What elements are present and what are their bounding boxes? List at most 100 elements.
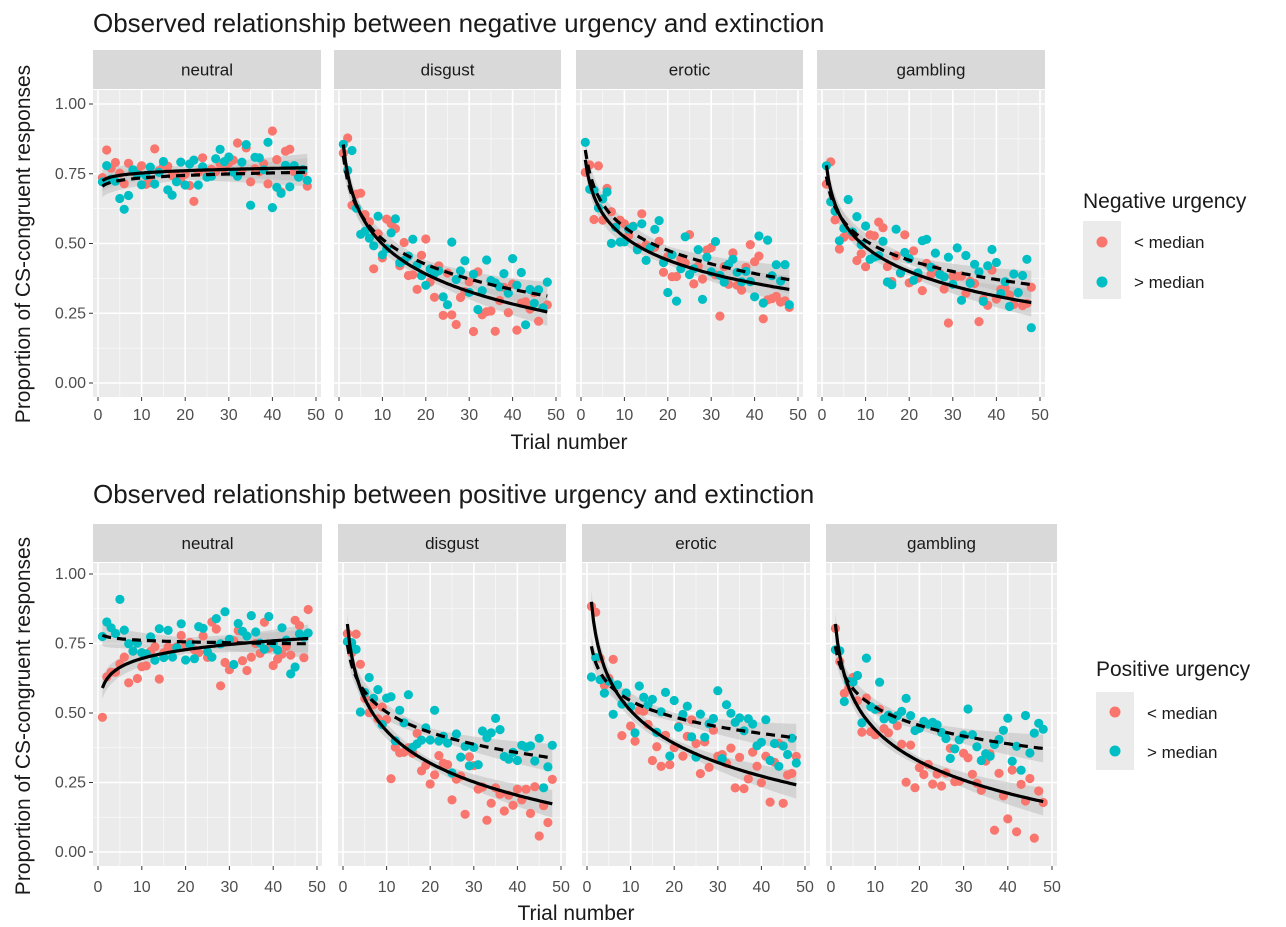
- point-below-median: [639, 706, 649, 716]
- point-below-median: [1007, 765, 1017, 775]
- y-tick-label: 0.75: [55, 636, 86, 653]
- point-above-median: [499, 269, 509, 279]
- point-above-median: [791, 758, 801, 768]
- point-above-median: [710, 237, 721, 247]
- point-above-median: [608, 709, 618, 719]
- point-below-median: [137, 161, 147, 171]
- legend-label-below-median: < median: [1134, 233, 1204, 252]
- point-below-median: [728, 248, 738, 258]
- x-tick-label: 0: [94, 407, 103, 424]
- point-below-median: [132, 673, 142, 684]
- point-above-median: [1020, 710, 1031, 721]
- point-above-median: [930, 248, 941, 258]
- x-tick-label: 0: [827, 879, 836, 896]
- x-tick-label: 40: [988, 407, 1006, 424]
- y-tick-label: 1.00: [55, 566, 86, 583]
- point-below-median: [355, 659, 365, 669]
- point-below-median: [589, 214, 599, 225]
- point-above-median: [525, 741, 536, 751]
- facet-strip-label: disgust: [421, 61, 475, 80]
- y-tick-label: 0.50: [55, 236, 86, 253]
- point-below-median: [124, 678, 134, 688]
- point-above-median: [852, 670, 863, 681]
- point-below-median: [637, 209, 647, 219]
- fit-line-below-median: [589, 601, 797, 787]
- point-below-median: [267, 126, 277, 136]
- point-below-median: [246, 177, 256, 187]
- point-above-median: [680, 232, 690, 242]
- point-below-median: [943, 318, 954, 328]
- point-below-median: [464, 752, 474, 762]
- x-tick-label: 50: [307, 407, 325, 424]
- point-above-median: [386, 692, 396, 702]
- point-above-median: [477, 726, 488, 736]
- point-below-median: [739, 784, 749, 794]
- y-tick-label: 0.75: [55, 166, 86, 183]
- facet-strip: [582, 524, 810, 562]
- point-above-median: [273, 645, 283, 655]
- point-below-median: [285, 144, 295, 154]
- x-tick-label: 40: [264, 407, 282, 424]
- point-below-median: [967, 769, 978, 779]
- point-below-median: [503, 308, 513, 318]
- point-below-median: [914, 763, 925, 773]
- point-above-median: [763, 235, 773, 245]
- legend-label-above-median: > median: [1134, 273, 1204, 292]
- point-above-median: [373, 211, 383, 221]
- facet-strip-label: erotic: [669, 61, 711, 80]
- point-above-median: [848, 677, 858, 687]
- facet-erotic: erotic 0 10 20 30 40 50: [576, 50, 807, 424]
- point-above-median: [507, 254, 518, 264]
- x-tick-label: 30: [702, 407, 720, 424]
- point-above-median: [390, 214, 400, 224]
- point-below-median: [695, 769, 706, 779]
- point-above-median: [708, 713, 719, 724]
- point-above-median: [512, 755, 523, 766]
- point-above-median: [529, 298, 539, 308]
- point-above-median: [456, 752, 466, 762]
- point-above-median: [861, 653, 872, 663]
- x-tick-label: 0: [583, 879, 592, 896]
- point-above-median: [198, 623, 208, 633]
- facet-disgust: disgust 0 10 20 30 40 50: [334, 50, 565, 424]
- point-below-median: [1003, 814, 1013, 824]
- point-above-median: [167, 652, 178, 662]
- point-above-median: [901, 693, 911, 704]
- facet-gambling: gambling 0 10 20 30 40 50: [817, 50, 1049, 424]
- point-above-median: [750, 292, 760, 302]
- point-above-median: [516, 267, 526, 278]
- point-above-median: [974, 267, 984, 277]
- point-above-median: [660, 687, 671, 698]
- y-tick-label: 0.50: [55, 705, 86, 722]
- point-above-median: [857, 718, 867, 728]
- point-above-median: [491, 713, 501, 724]
- point-above-median: [473, 304, 483, 315]
- point-below-median: [652, 742, 662, 752]
- x-tick-label: 50: [308, 879, 326, 896]
- legend-key-below-median: [1096, 236, 1108, 248]
- point-below-median: [900, 230, 910, 240]
- point-above-median: [634, 681, 644, 691]
- point-above-median: [978, 296, 988, 306]
- point-below-median: [468, 326, 479, 337]
- point-above-median: [145, 162, 155, 172]
- point-below-median: [626, 721, 636, 731]
- legend: Negative urgency < median > median: [1083, 190, 1247, 299]
- point-below-median: [286, 650, 296, 660]
- point-below-median: [910, 783, 920, 793]
- point-above-median: [302, 175, 312, 185]
- point-below-median: [110, 157, 120, 168]
- point-below-median: [963, 753, 973, 763]
- x-tick-label: 20: [177, 879, 195, 896]
- point-below-median: [141, 661, 151, 671]
- point-above-median: [124, 639, 134, 649]
- chart-title: Observed relationship between negative u…: [93, 8, 824, 38]
- x-tick-label: 20: [659, 407, 677, 424]
- point-below-median: [1016, 779, 1026, 790]
- point-above-median: [408, 234, 418, 244]
- fit-line-above-median: [341, 155, 548, 298]
- facet-panels: neutral 0 10 20 30 40 50 0.00 0.25 0.50 0.75 1.00 di…: [55, 524, 1061, 896]
- point-above-median: [233, 618, 243, 629]
- point-above-median: [468, 269, 479, 279]
- point-below-median: [220, 657, 230, 668]
